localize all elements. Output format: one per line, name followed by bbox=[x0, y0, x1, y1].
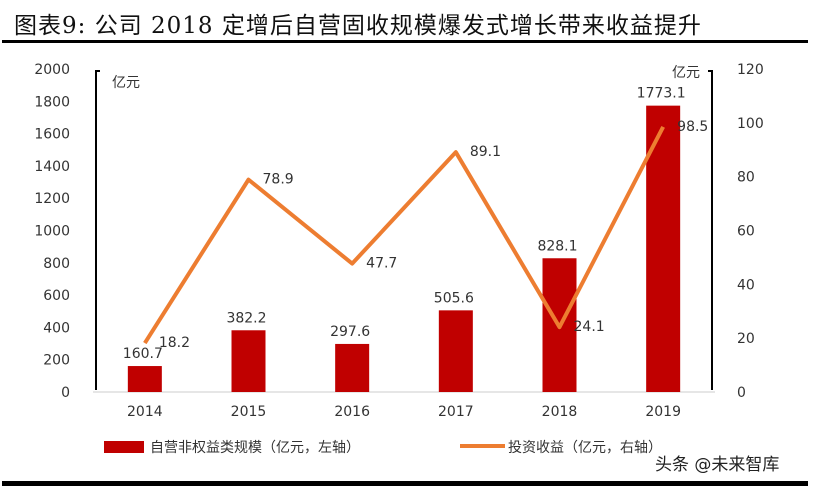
bar-data-label: 160.7 bbox=[123, 346, 163, 362]
left-axis-bracket bbox=[95, 70, 100, 390]
line-data-label: 78.9 bbox=[263, 172, 294, 188]
left-tick-label: 600 bbox=[43, 288, 70, 304]
right-tick-label: 100 bbox=[737, 116, 764, 132]
left-tick-label: 1000 bbox=[34, 224, 70, 240]
left-tick-label: 200 bbox=[43, 353, 70, 369]
right-tick-label: 40 bbox=[737, 277, 755, 293]
right-tick-label: 80 bbox=[737, 170, 755, 186]
line-data-label: 47.7 bbox=[366, 256, 397, 272]
bar-data-label: 297.6 bbox=[330, 324, 370, 340]
left-tick-label: 2000 bbox=[34, 62, 70, 78]
right-axis-bracket bbox=[708, 70, 713, 390]
bar bbox=[231, 330, 266, 392]
bar-data-label: 382.2 bbox=[226, 310, 266, 326]
legend-bar-label: 自营非权益类规模（亿元，左轴） bbox=[150, 440, 360, 456]
left-axis-unit: 亿元 bbox=[112, 75, 140, 91]
x-tick-label: 2014 bbox=[127, 404, 163, 420]
x-tick-label: 2018 bbox=[542, 404, 578, 420]
x-tick-label: 2017 bbox=[438, 404, 474, 420]
chart-title: 图表9: 公司 2018 定增后自营固收规模爆发式增长带来收益提升 bbox=[14, 13, 702, 39]
left-tick-label: 400 bbox=[43, 320, 70, 336]
x-tick-label: 2016 bbox=[334, 404, 370, 420]
left-tick-label: 1200 bbox=[34, 191, 70, 207]
line-data-label: 18.2 bbox=[159, 335, 190, 351]
right-tick-label: 20 bbox=[737, 331, 755, 347]
bar bbox=[438, 310, 473, 392]
left-tick-label: 800 bbox=[43, 256, 70, 272]
line-data-label: 89.1 bbox=[470, 144, 501, 160]
bar-data-label: 1773.1 bbox=[637, 86, 686, 102]
bar-data-label: 505.6 bbox=[434, 290, 474, 306]
x-tick-label: 2015 bbox=[231, 404, 267, 420]
bottom-rule bbox=[2, 481, 808, 486]
line-series bbox=[143, 125, 665, 345]
title-rule bbox=[2, 40, 808, 43]
x-tick-label: 2019 bbox=[645, 404, 681, 420]
bar bbox=[646, 105, 681, 392]
bar bbox=[335, 343, 370, 392]
right-tick-label: 60 bbox=[737, 224, 755, 240]
line-data-label: 24.1 bbox=[574, 319, 605, 335]
line-data-label: 98.5 bbox=[677, 119, 708, 135]
bar bbox=[127, 366, 162, 392]
right-tick-label: 0 bbox=[737, 385, 746, 401]
bar-data-label: 828.1 bbox=[537, 238, 577, 254]
watermark: 头条 @未来智库 bbox=[655, 455, 780, 475]
left-tick-label: 1600 bbox=[34, 127, 70, 143]
legend-line-label: 投资收益（亿元，右轴） bbox=[508, 440, 662, 456]
right-tick-label: 120 bbox=[737, 62, 764, 78]
left-tick-label: 1400 bbox=[34, 159, 70, 175]
right-axis-unit: 亿元 bbox=[672, 65, 700, 81]
left-tick-label: 1800 bbox=[34, 94, 70, 110]
legend-bar-swatch bbox=[104, 441, 144, 453]
left-tick-label: 0 bbox=[61, 385, 70, 401]
